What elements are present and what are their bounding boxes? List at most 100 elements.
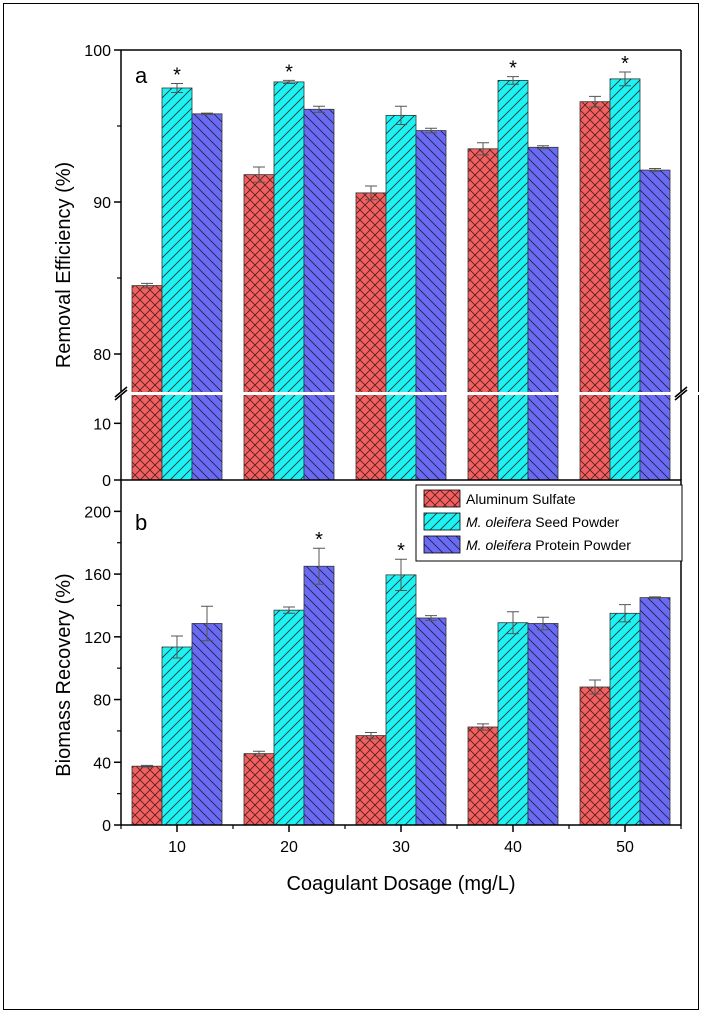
axis-break-mark-left bbox=[114, 386, 128, 401]
bar-a-protein-powder-50 bbox=[639, 169, 671, 481]
legend-label-protein-powder: M. oleifera Protein Powder bbox=[466, 537, 631, 553]
error-bar-b-seed-powder-30 bbox=[395, 558, 407, 592]
significance-a-seed-powder-20: * bbox=[285, 61, 293, 83]
bar-b-protein-powder-50 bbox=[639, 597, 671, 826]
bar-b-protein-powder-20 bbox=[303, 565, 335, 826]
bar-a-protein-powder-40 bbox=[527, 146, 559, 481]
error-bar-b-aluminum-sulfate-10 bbox=[141, 764, 153, 768]
bar-a-seed-powder-40 bbox=[497, 80, 529, 481]
bar-a-aluminum-sulfate-30 bbox=[355, 192, 387, 481]
y-tick-label-b-80: 80 bbox=[93, 693, 111, 710]
error-bar-a-seed-powder-50 bbox=[619, 71, 631, 87]
significance-a-seed-powder-40: * bbox=[509, 58, 517, 80]
error-bar-a-protein-powder-40 bbox=[537, 145, 549, 150]
significance-b-seed-powder-30: * bbox=[397, 540, 405, 562]
x-tick-label-20: 20 bbox=[280, 839, 298, 856]
error-bar-a-seed-powder-40 bbox=[507, 76, 519, 85]
significance-a-seed-powder-10: * bbox=[173, 64, 181, 86]
bar-b-aluminum-sulfate-20 bbox=[243, 753, 275, 826]
error-bar-b-seed-powder-20 bbox=[283, 606, 295, 614]
x-tick-label-50: 50 bbox=[616, 839, 634, 856]
panel-label-a: a bbox=[135, 63, 148, 88]
y-tick-label-b-0: 0 bbox=[102, 818, 111, 835]
error-bar-b-aluminum-sulfate-30 bbox=[365, 731, 377, 740]
error-bar-a-seed-powder-10 bbox=[171, 82, 183, 94]
error-bar-b-aluminum-sulfate-40 bbox=[477, 723, 489, 731]
legend-swatch-aluminum-sulfate bbox=[423, 489, 461, 508]
error-bar-a-aluminum-sulfate-20 bbox=[253, 166, 265, 183]
error-bar-a-protein-powder-30 bbox=[425, 127, 437, 134]
legend-label-seed-powder: M. oleifera Seed Powder bbox=[466, 514, 620, 530]
legend-label-aluminum-sulfate: Aluminum Sulfate bbox=[466, 491, 576, 507]
bar-a-protein-powder-10 bbox=[191, 113, 223, 481]
error-bar-b-protein-powder-10 bbox=[201, 605, 213, 642]
y-tick-label-b-200: 200 bbox=[84, 504, 111, 521]
panel-label-b: b bbox=[135, 510, 147, 535]
y-tick-label-a-10: 10 bbox=[93, 416, 111, 433]
error-bar-b-protein-powder-50 bbox=[649, 596, 661, 599]
bar-a-aluminum-sulfate-50 bbox=[579, 101, 611, 481]
error-bar-b-seed-powder-40 bbox=[507, 611, 519, 635]
y-tick-label-a-0: 0 bbox=[102, 473, 111, 490]
x-tick-label-30: 30 bbox=[392, 839, 410, 856]
error-bar-a-aluminum-sulfate-30 bbox=[365, 185, 377, 201]
error-bar-a-seed-powder-20 bbox=[283, 79, 295, 84]
bar-b-protein-powder-10 bbox=[191, 623, 223, 826]
y-tick-label-b-40: 40 bbox=[93, 755, 111, 772]
significance-b-protein-powder-20: * bbox=[315, 529, 323, 551]
bar-a-aluminum-sulfate-20 bbox=[243, 174, 275, 481]
error-bar-a-protein-powder-20 bbox=[313, 105, 325, 113]
y-tick-label-a-80: 80 bbox=[93, 347, 111, 364]
error-bar-b-seed-powder-10 bbox=[171, 635, 183, 659]
y-tick-label-a-100: 100 bbox=[84, 43, 111, 60]
legend: Aluminum Sulfate M. oleifera Seed Powder… bbox=[415, 484, 683, 562]
bar-b-aluminum-sulfate-40 bbox=[467, 726, 499, 826]
error-bar-b-aluminum-sulfate-20 bbox=[253, 750, 265, 757]
error-bar-b-protein-powder-30 bbox=[425, 615, 437, 621]
bar-a-seed-powder-10 bbox=[161, 87, 193, 481]
error-bar-a-protein-powder-10 bbox=[201, 112, 213, 116]
y-tick-label-a-90: 90 bbox=[93, 195, 111, 212]
bar-a-seed-powder-20 bbox=[273, 81, 305, 481]
axis-frame-a bbox=[120, 49, 682, 480]
bar-a-protein-powder-30 bbox=[415, 130, 447, 481]
axis-break-band bbox=[101, 392, 701, 395]
bar-a-seed-powder-30 bbox=[385, 114, 417, 481]
bar-a-aluminum-sulfate-40 bbox=[467, 148, 499, 481]
x-tick-label-10: 10 bbox=[168, 839, 186, 856]
axis-break-mark-right bbox=[674, 386, 688, 401]
bar-b-protein-powder-40 bbox=[527, 623, 559, 826]
y-axis-label-b: Biomass Recovery (%) bbox=[53, 573, 75, 776]
bar-b-aluminum-sulfate-50 bbox=[579, 686, 611, 826]
error-bar-b-seed-powder-50 bbox=[619, 604, 631, 623]
error-bar-a-aluminum-sulfate-10 bbox=[141, 282, 153, 289]
error-bar-b-protein-powder-20 bbox=[313, 547, 325, 585]
bar-b-seed-powder-50 bbox=[609, 612, 641, 826]
error-bar-a-protein-powder-50 bbox=[649, 168, 661, 173]
x-axis-label: Coagulant Dosage (mg/L) bbox=[286, 873, 515, 895]
bar-b-seed-powder-30 bbox=[385, 574, 417, 826]
figure-frame bbox=[3, 3, 699, 1010]
bar-b-protein-powder-30 bbox=[415, 617, 447, 826]
plot-panel-a: * * * * 80 90 100 0 10 bbox=[84, 43, 701, 490]
y-tick-label-b-120: 120 bbox=[84, 630, 111, 647]
y-tick-label-b-160: 160 bbox=[84, 567, 111, 584]
error-bar-b-aluminum-sulfate-50 bbox=[589, 679, 601, 695]
error-bar-a-seed-powder-30 bbox=[395, 105, 407, 125]
bar-b-aluminum-sulfate-10 bbox=[131, 765, 163, 826]
bar-b-aluminum-sulfate-30 bbox=[355, 735, 387, 826]
bar-b-seed-powder-40 bbox=[497, 622, 529, 826]
bar-b-seed-powder-10 bbox=[161, 646, 193, 826]
legend-swatch-protein-powder bbox=[423, 535, 461, 554]
y-axis-label-a: Removal Efficiency (%) bbox=[53, 162, 75, 368]
legend-swatch-seed-powder bbox=[423, 512, 461, 531]
x-tick-label-40: 40 bbox=[504, 839, 522, 856]
error-bar-b-protein-powder-40 bbox=[537, 616, 549, 631]
plot-panel-b: * * 0 40 80 120 160 200 10 20 30 40 50 bbox=[84, 479, 682, 856]
error-bar-a-aluminum-sulfate-40 bbox=[477, 142, 489, 156]
significance-a-seed-powder-50: * bbox=[621, 53, 629, 75]
bar-a-seed-powder-50 bbox=[609, 78, 641, 481]
bar-a-protein-powder-20 bbox=[303, 108, 335, 481]
bar-b-seed-powder-20 bbox=[273, 609, 305, 826]
